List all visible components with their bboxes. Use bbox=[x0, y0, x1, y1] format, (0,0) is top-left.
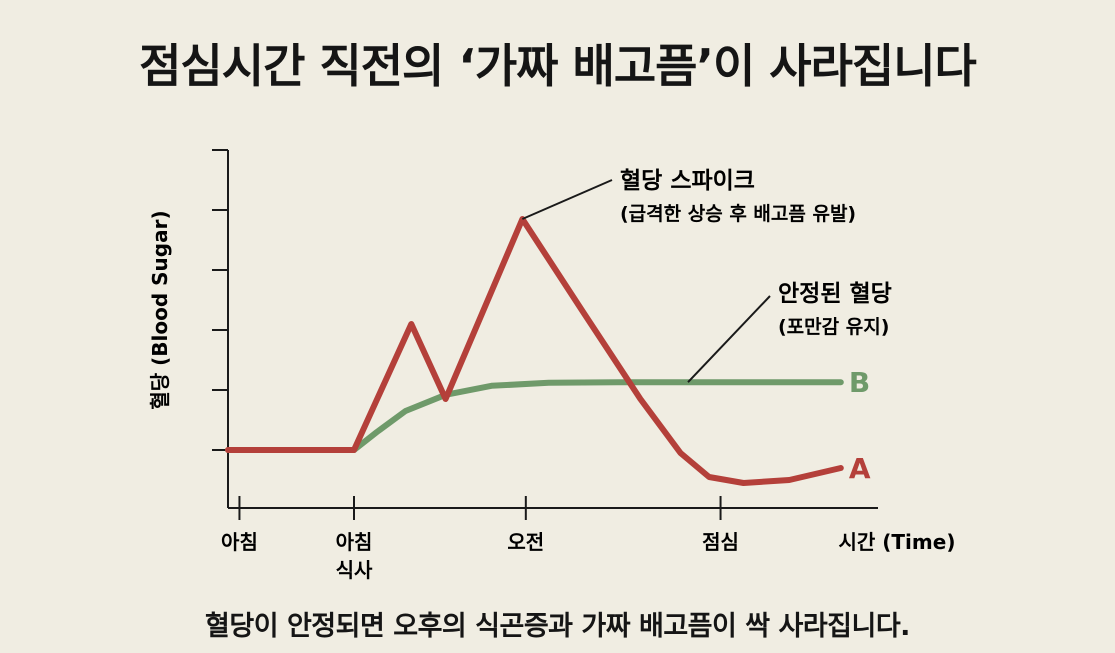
series-label-b: B bbox=[849, 366, 870, 399]
x-tick-label: 아침 bbox=[221, 530, 258, 554]
series-line-b bbox=[225, 379, 844, 453]
annotation-title: 안정된 혈당 bbox=[778, 281, 892, 307]
x-tick-label: 식사 bbox=[336, 558, 373, 582]
x-tick-label: 점심 bbox=[702, 530, 739, 554]
x-axis-label: 시간 (Time) bbox=[839, 530, 956, 554]
x-tick-label: 오전 bbox=[507, 530, 544, 554]
annotation-subtitle: (급격한 상승 후 배고픔 유발) bbox=[620, 203, 856, 225]
series-line-a bbox=[225, 216, 844, 486]
y-axis-label: 혈당 (Blood Sugar) bbox=[148, 210, 172, 409]
footer-caption: 혈당이 안정되면 오후의 식곤증과 가짜 배고픔이 싹 사라집니다. bbox=[205, 611, 910, 642]
x-tick-label: 아침 bbox=[336, 530, 373, 554]
page-title: 점심시간 직전의 ‘가짜 배고픔’이 사라집니다 bbox=[139, 39, 977, 93]
annotation-subtitle: (포만감 유지) bbox=[778, 316, 889, 338]
series-label-a: A bbox=[849, 452, 871, 485]
annotation-leader-a bbox=[521, 179, 613, 220]
annotation-title: 혈당 스파이크 bbox=[620, 168, 755, 194]
annotation-leader-b bbox=[687, 295, 771, 383]
